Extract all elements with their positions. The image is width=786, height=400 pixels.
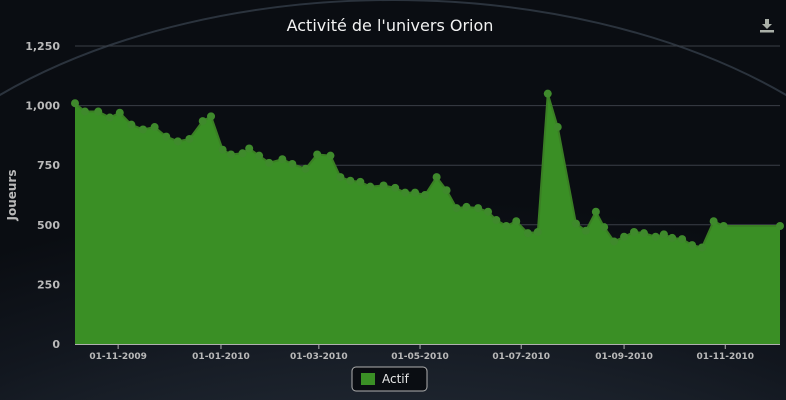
data-point[interactable] bbox=[421, 191, 430, 199]
x-tick-label: 01-03-2010 bbox=[290, 352, 348, 362]
data-point[interactable] bbox=[571, 219, 580, 228]
data-point[interactable] bbox=[150, 123, 159, 132]
data-point[interactable] bbox=[630, 227, 639, 236]
data-point[interactable] bbox=[600, 223, 609, 232]
data-point[interactable] bbox=[185, 134, 194, 143]
data-point[interactable] bbox=[366, 182, 375, 191]
data-point[interactable] bbox=[523, 229, 532, 238]
data-point[interactable] bbox=[639, 229, 648, 238]
data-point[interactable] bbox=[484, 207, 493, 216]
data-point[interactable] bbox=[492, 216, 501, 225]
x-tick-label: 01-11-2010 bbox=[696, 352, 754, 362]
data-point[interactable] bbox=[776, 221, 784, 230]
data-point[interactable] bbox=[245, 144, 254, 153]
x-tick-label: 01-05-2010 bbox=[391, 352, 449, 362]
y-axis-label: Joueurs bbox=[5, 170, 19, 222]
data-point[interactable] bbox=[94, 107, 103, 116]
legend-swatch bbox=[361, 373, 375, 385]
data-point[interactable] bbox=[238, 149, 247, 158]
data-point[interactable] bbox=[301, 164, 310, 173]
data-point[interactable] bbox=[452, 204, 461, 213]
download-button[interactable] bbox=[756, 15, 778, 35]
y-tick-label: 250 bbox=[37, 278, 60, 291]
legend-label-actif: Actif bbox=[382, 372, 410, 386]
y-tick-label: 1,000 bbox=[25, 100, 60, 113]
data-point[interactable] bbox=[610, 237, 619, 246]
y-tick-label: 1,250 bbox=[25, 40, 60, 53]
data-point[interactable] bbox=[226, 150, 235, 159]
data-point[interactable] bbox=[474, 204, 483, 213]
data-point[interactable] bbox=[162, 132, 171, 141]
data-point[interactable] bbox=[442, 186, 451, 195]
data-point[interactable] bbox=[127, 120, 136, 129]
data-point[interactable] bbox=[115, 108, 124, 117]
data-point[interactable] bbox=[326, 151, 335, 160]
data-point[interactable] bbox=[207, 112, 216, 121]
x-tick-label: 01-07-2010 bbox=[492, 352, 550, 362]
data-point[interactable] bbox=[698, 243, 707, 252]
data-point[interactable] bbox=[105, 113, 114, 122]
data-point[interactable] bbox=[668, 233, 677, 242]
y-tick-label: 750 bbox=[37, 159, 60, 172]
data-point[interactable] bbox=[512, 217, 521, 226]
data-point[interactable] bbox=[709, 217, 718, 226]
data-point[interactable] bbox=[502, 221, 511, 230]
data-point[interactable] bbox=[71, 99, 79, 108]
data-point[interactable] bbox=[278, 155, 287, 164]
data-point[interactable] bbox=[620, 232, 629, 241]
data-point[interactable] bbox=[139, 125, 148, 134]
data-point[interactable] bbox=[432, 173, 441, 182]
x-tick-label: 01-11-2009 bbox=[89, 352, 147, 362]
y-tick-label: 500 bbox=[37, 219, 60, 232]
x-tick-label: 01-09-2010 bbox=[595, 352, 653, 362]
data-point[interactable] bbox=[391, 183, 400, 192]
data-point[interactable] bbox=[313, 150, 322, 159]
x-tick-label: 01-01-2010 bbox=[192, 352, 250, 362]
data-point[interactable] bbox=[719, 221, 728, 230]
data-point[interactable] bbox=[462, 202, 471, 211]
download-icon bbox=[760, 19, 774, 33]
data-point[interactable] bbox=[336, 173, 345, 182]
data-point[interactable] bbox=[288, 160, 297, 169]
data-point[interactable] bbox=[581, 226, 590, 235]
data-point[interactable] bbox=[533, 227, 542, 236]
data-point[interactable] bbox=[265, 158, 274, 167]
legend[interactable]: Actif bbox=[351, 366, 428, 392]
data-point[interactable] bbox=[553, 123, 562, 132]
data-point[interactable] bbox=[173, 137, 182, 146]
data-point[interactable] bbox=[80, 107, 89, 116]
data-point[interactable] bbox=[688, 241, 697, 250]
data-point[interactable] bbox=[411, 188, 420, 197]
data-point[interactable] bbox=[543, 89, 552, 98]
series-area-actif bbox=[75, 93, 780, 345]
data-point[interactable] bbox=[346, 176, 355, 185]
data-point[interactable] bbox=[218, 145, 227, 154]
data-point[interactable] bbox=[356, 177, 365, 186]
data-point[interactable] bbox=[659, 230, 668, 239]
chart-title: Activité de l'univers Orion bbox=[287, 16, 494, 35]
data-point[interactable] bbox=[401, 188, 410, 197]
data-point[interactable] bbox=[678, 235, 687, 244]
data-point[interactable] bbox=[591, 207, 600, 216]
data-point[interactable] bbox=[255, 151, 264, 160]
data-point[interactable] bbox=[651, 232, 660, 241]
data-point[interactable] bbox=[198, 117, 207, 126]
data-point[interactable] bbox=[379, 181, 388, 190]
y-tick-label: 0 bbox=[52, 338, 60, 351]
